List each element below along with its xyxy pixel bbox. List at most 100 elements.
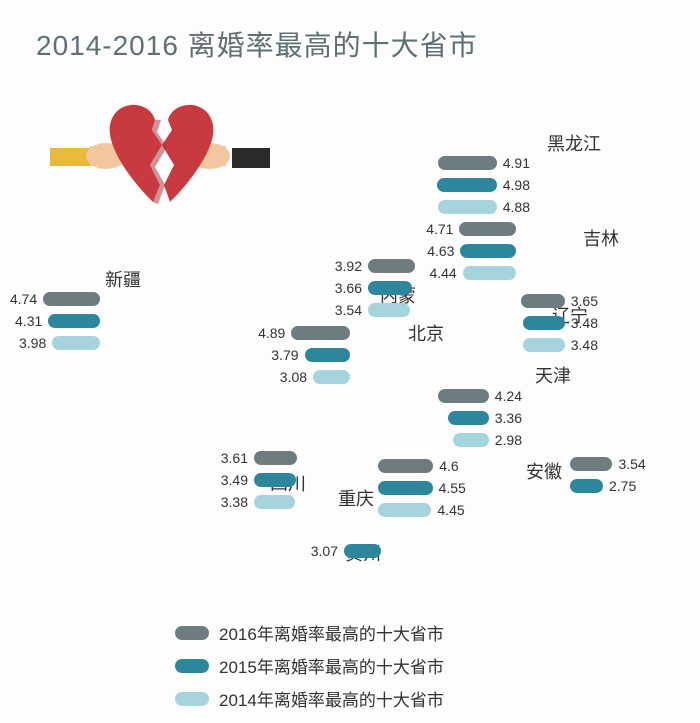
bar	[448, 411, 488, 425]
bar-row: 2.75	[570, 478, 646, 494]
bar-row: 4.6	[378, 458, 466, 474]
bar	[43, 292, 100, 306]
bar-row: 3.79	[245, 347, 350, 363]
bar-set: 4.71 4.63 4.44	[413, 221, 516, 287]
bar-row: 3.07	[302, 543, 381, 559]
legend-label: 2014年离婚率最高的十大省市	[219, 686, 444, 711]
bar-value: 4.89	[249, 325, 285, 341]
bar-row: 3.38	[212, 494, 297, 510]
legend-label: 2016年离婚率最高的十大省市	[219, 620, 444, 645]
legend-swatch	[175, 626, 209, 640]
bar	[438, 200, 497, 214]
bar-row: 3.08	[245, 369, 350, 385]
bar-set: 4.914.984.88	[424, 155, 530, 221]
bar	[523, 316, 565, 330]
bar	[368, 281, 412, 295]
bar-value: 4.24	[495, 388, 522, 404]
bar-value: 2.75	[609, 478, 636, 494]
province-label: 安徽	[526, 458, 562, 484]
bar-value: 4.63	[418, 243, 454, 259]
province-label: 重庆	[338, 485, 374, 511]
bar-value: 3.08	[271, 369, 307, 385]
broken-heart-illustration	[50, 90, 270, 220]
bar-row: 3.36	[425, 410, 522, 426]
bar-value: 3.66	[326, 280, 362, 296]
bar-set: 4.74 4.31 3.98	[0, 291, 100, 357]
bar	[438, 389, 489, 403]
bar	[570, 457, 612, 471]
bar-value: 3.48	[571, 337, 598, 353]
bar-set: 3.61 3.49 3.38	[212, 450, 297, 516]
province-label: 吉林	[583, 225, 619, 251]
bar-value: 3.98	[10, 335, 46, 351]
bar	[344, 544, 381, 558]
bar-value: 4.44	[421, 265, 457, 281]
province-label: 新疆	[105, 266, 141, 292]
bar-value: 4.31	[6, 313, 42, 329]
bar	[463, 266, 516, 280]
heart-right	[162, 105, 213, 202]
bar-value: 3.54	[326, 302, 362, 318]
bar	[254, 451, 297, 465]
bar	[368, 303, 410, 317]
province-label: 黑龙江	[547, 130, 601, 156]
bar-set: 3.07	[302, 543, 381, 565]
bar-row: 3.48	[508, 337, 598, 353]
bar-value: 3.38	[212, 494, 248, 510]
bar	[52, 336, 100, 350]
bar-row: 4.44	[413, 265, 516, 281]
bar-row: 4.74	[0, 291, 100, 307]
bar-value: 3.61	[212, 450, 248, 466]
bar	[438, 156, 497, 170]
bar-value: 4.6	[439, 458, 458, 474]
bar-value: 3.79	[263, 347, 299, 363]
bar-value: 3.07	[302, 543, 338, 559]
bar-row: 4.63	[413, 243, 516, 259]
bar-row: 3.66	[326, 280, 415, 296]
bar	[523, 338, 565, 352]
bar-set: 4.89 3.79 3.08	[245, 325, 350, 391]
bar-set: 4.64.554.45	[378, 458, 466, 524]
bar	[437, 178, 497, 192]
bar-row: 4.98	[424, 177, 530, 193]
bar-row: 3.98	[0, 335, 100, 351]
bar-row: 3.65	[508, 293, 598, 309]
bar-row: 3.54	[570, 456, 646, 472]
bar	[305, 348, 350, 362]
bar	[521, 294, 565, 308]
bar-value: 3.48	[571, 315, 598, 331]
page-title: 2014-2016 离婚率最高的十大省市	[36, 24, 478, 64]
legend-row: 2016年离婚率最高的十大省市	[175, 620, 444, 645]
bar-row: 4.24	[425, 388, 522, 404]
bar	[570, 479, 603, 493]
bar	[368, 259, 415, 273]
bar	[254, 473, 296, 487]
province-label: 天津	[535, 362, 571, 388]
bar-row: 4.31	[0, 313, 100, 329]
left-arm	[50, 148, 92, 166]
bar	[453, 433, 489, 447]
bar-row: 3.92	[326, 258, 415, 274]
bar-set: 3.92 3.66 3.54	[326, 258, 415, 324]
bar	[313, 370, 350, 384]
bar-value: 3.49	[212, 472, 248, 488]
bar	[254, 495, 295, 509]
bar-row: 4.91	[424, 155, 530, 171]
bar-row: 2.98	[425, 432, 522, 448]
legend: 2016年离婚率最高的十大省市 2015年离婚率最高的十大省市 2014年离婚率最高…	[175, 620, 444, 719]
bar	[460, 244, 516, 258]
legend-label: 2015年离婚率最高的十大省市	[219, 653, 444, 678]
legend-swatch	[175, 692, 209, 706]
bar	[378, 481, 433, 495]
bar-row: 3.54	[326, 302, 415, 318]
bar-set: 4.24 3.36 2.98	[425, 388, 522, 454]
bar	[459, 222, 516, 236]
bar-value: 3.54	[618, 456, 645, 472]
bar-value: 4.71	[417, 221, 453, 237]
right-arm	[228, 148, 270, 168]
bar	[378, 459, 433, 473]
bar-value: 4.74	[1, 291, 37, 307]
bar-value: 3.92	[326, 258, 362, 274]
bar	[291, 326, 350, 340]
bar	[378, 503, 431, 517]
